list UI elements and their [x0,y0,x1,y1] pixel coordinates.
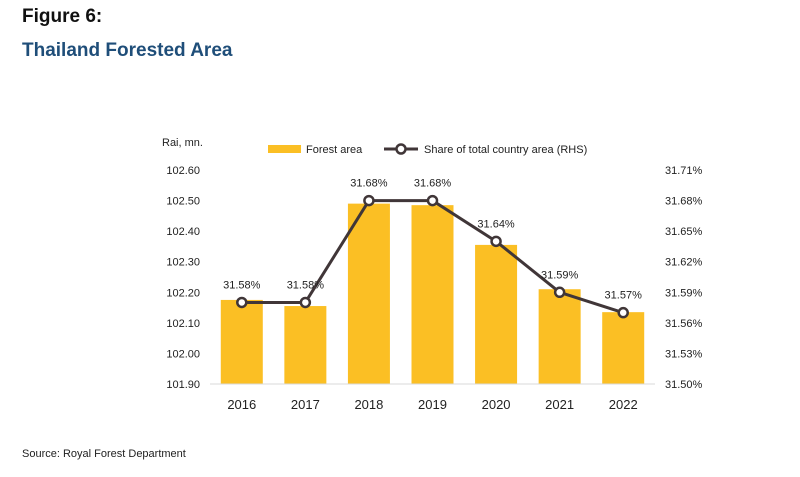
y-left-axis-label: Rai, mn. [162,137,203,149]
share-marker-2022 [617,306,629,319]
y-left-tick-label: 102.20 [166,287,200,299]
legend-bar-swatch [268,145,301,153]
x-tick-label: 2021 [545,397,574,412]
legend-bar-label: Forest area [306,144,363,156]
y-right-tick-label: 31.50% [665,379,703,391]
y-left-tick-label: 102.10 [166,318,200,330]
bar-2020 [475,244,518,384]
legend-line-marker [395,143,407,155]
x-tick-label: 2018 [354,397,383,412]
share-marker-2019 [426,194,439,207]
bar-2019 [411,205,454,384]
x-tick-label: 2017 [291,397,320,412]
share-data-label: 31.58% [223,279,261,291]
bar-2017 [284,306,327,384]
share-marker-2016 [236,296,248,309]
share-marker-2017 [299,296,312,309]
x-tick-label: 2020 [482,397,511,412]
share-data-label: 31.68% [414,178,452,190]
y-right-tick-label: 31.68% [665,196,703,208]
x-tick-label: 2016 [227,397,256,412]
y-right-tick-label: 31.65% [665,226,703,238]
y-left-tick-label: 101.90 [166,379,200,391]
share-marker-2018 [363,194,375,207]
y-left-tick-label: 102.00 [166,348,200,360]
share-data-label: 31.64% [477,218,515,230]
source-note: Source: Royal Forest Department [22,448,186,460]
y-right-tick-label: 31.71% [665,165,703,177]
bar-2016 [220,299,263,384]
share-data-label: 31.59% [541,269,579,281]
x-tick-label: 2022 [609,397,638,412]
y-left-tick-label: 102.30 [166,257,200,269]
figure-label: Figure 6: [22,6,103,27]
bar-2018 [347,203,390,384]
share-data-label: 31.68% [350,178,388,190]
share-data-label: 31.58% [287,279,325,291]
y-left-tick-label: 102.40 [166,226,200,238]
x-tick-label: 2019 [418,397,447,412]
y-right-tick-label: 31.56% [665,318,703,330]
share-data-label: 31.57% [605,290,643,302]
y-right-tick-label: 31.59% [665,287,703,299]
y-right-tick-label: 31.62% [665,257,703,269]
bar-2022 [602,312,645,384]
legend-line-label: Share of total country area (RHS) [424,144,587,156]
share-marker-2020 [490,235,502,248]
y-left-tick-label: 102.60 [166,165,200,177]
share-marker-2021 [553,286,566,299]
bar-2021 [538,289,581,384]
chart-title: Thailand Forested Area [22,40,233,61]
y-left-tick-label: 102.50 [166,196,200,208]
y-right-tick-label: 31.53% [665,348,703,360]
